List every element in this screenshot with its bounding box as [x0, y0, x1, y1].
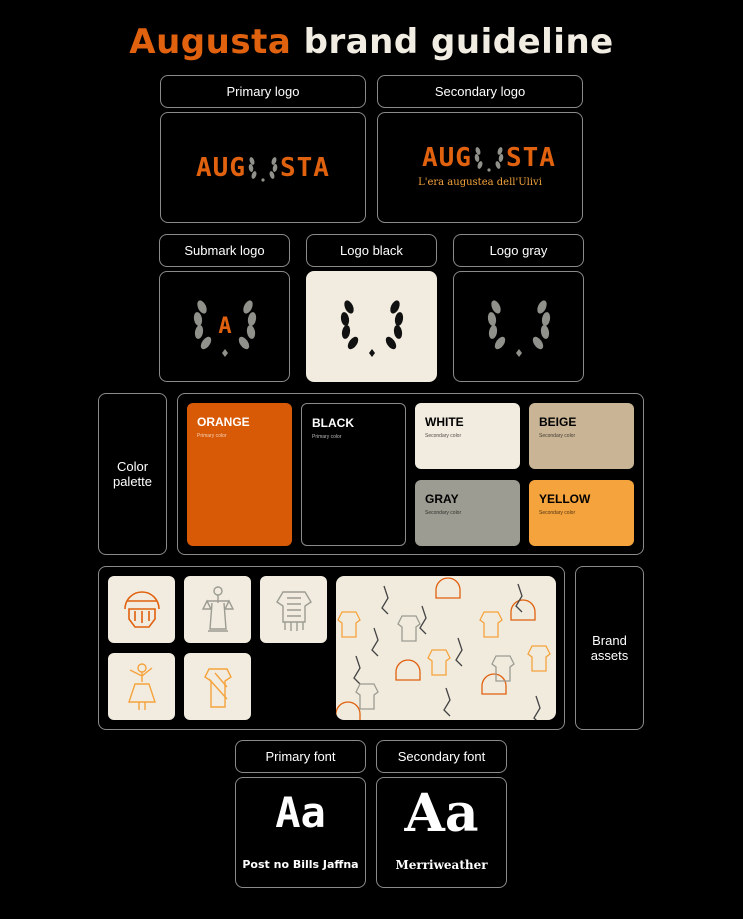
swatch-name: WHITE — [425, 415, 464, 429]
primary-font-sample: Aa — [275, 788, 326, 837]
wordmark-left-2: AUG — [422, 143, 472, 173]
logo-black-label-box: Logo black — [306, 234, 437, 267]
laurel-icon — [248, 156, 278, 182]
logo-gray-card — [453, 271, 584, 382]
laurel-icon — [474, 147, 504, 172]
laurel-gray-icon — [487, 299, 550, 357]
secondary-font-label-box: Secondary font — [376, 740, 507, 773]
primary-wordmark: AUG STA — [196, 153, 330, 183]
secondary-logo-label: Secondary logo — [434, 84, 526, 99]
submark-label: Submark logo — [184, 243, 265, 258]
page-title: Augusta brand guideline — [0, 22, 743, 62]
title-rest: brand guideline — [303, 22, 614, 62]
laurel-submark-icon: A — [193, 299, 256, 357]
primary-font-label-box: Primary font — [235, 740, 366, 773]
swatch-role: Primary color — [197, 433, 227, 439]
swatch-gray: GRAY Secondary color — [415, 480, 520, 546]
dancer-statue-icon — [108, 653, 175, 720]
swatch-role: Secondary color — [539, 433, 576, 439]
swatch-yellow: YELLOW Secondary color — [529, 480, 634, 546]
toga-icon — [184, 653, 251, 720]
secondary-font-sample: Aa — [404, 783, 479, 844]
logo-tagline: L'era augustea dell'Ulivi — [418, 177, 542, 188]
swatch-white: WHITE Secondary color — [415, 403, 520, 469]
swatch-name: BEIGE — [539, 415, 577, 429]
brand-assets-label-box: Brand assets — [575, 566, 644, 730]
secondary-logo-card: AUG STA L'era augustea dell'Ulivi — [377, 112, 583, 223]
logo-black-card — [306, 271, 437, 382]
wordmark-right: STA — [280, 152, 330, 183]
secondary-font-card: Aa Merriweather — [376, 777, 507, 888]
swatch-black: BLACK Primary color — [301, 403, 406, 546]
gladiator-helmet-icon — [108, 576, 175, 643]
swatch-role: Secondary color — [425, 510, 462, 516]
submark-letter: A — [218, 314, 231, 339]
submark-label-box: Submark logo — [159, 234, 290, 267]
brand-assets-label: Brand assets — [590, 633, 629, 663]
swatch-role: Secondary color — [539, 510, 576, 516]
swatch-beige: BEIGE Secondary color — [529, 403, 634, 469]
wordmark-right-2: STA — [505, 143, 556, 173]
logo-gray-label: Logo gray — [489, 243, 548, 258]
secondary-font-name: Merriweather — [395, 858, 488, 872]
primary-font-label: Primary font — [265, 749, 336, 764]
color-palette-panel: ORANGE Primary color BLACK Primary color… — [177, 393, 644, 555]
primary-logo-label-box: Primary logo — [160, 75, 366, 108]
swatch-role: Secondary color — [425, 433, 462, 439]
justice-statue-icon — [184, 576, 251, 643]
secondary-logo-label-box: Secondary logo — [377, 75, 583, 108]
brand-assets-panel — [98, 566, 565, 730]
brand-pattern-image — [336, 576, 556, 720]
color-palette-label: Color palette — [112, 459, 153, 489]
secondary-font-label: Secondary font — [397, 749, 486, 764]
submark-logo-card: A — [159, 271, 290, 382]
secondary-wordmark: AUG STA — [422, 143, 556, 173]
swatch-name: ORANGE — [197, 415, 250, 429]
swatch-name: YELLOW — [539, 492, 591, 506]
primary-logo-card: AUG STA — [160, 112, 366, 223]
swatch-role: Primary color — [312, 434, 342, 440]
wordmark-left: AUG — [196, 152, 246, 183]
primary-logo-label: Primary logo — [226, 84, 300, 99]
logo-gray-label-box: Logo gray — [453, 234, 584, 267]
swatch-name: BLACK — [312, 416, 354, 430]
swatch-name: GRAY — [425, 492, 459, 506]
primary-font-name: Post no Bills Jaffna — [242, 858, 359, 871]
color-palette-label-box: Color palette — [98, 393, 167, 555]
primary-font-card: Aa Post no Bills Jaffna — [235, 777, 366, 888]
armor-icon — [260, 576, 327, 643]
logo-black-label: Logo black — [340, 243, 403, 258]
title-brand: Augusta — [129, 22, 292, 62]
laurel-black-icon — [340, 299, 403, 357]
swatch-orange: ORANGE Primary color — [187, 403, 292, 546]
